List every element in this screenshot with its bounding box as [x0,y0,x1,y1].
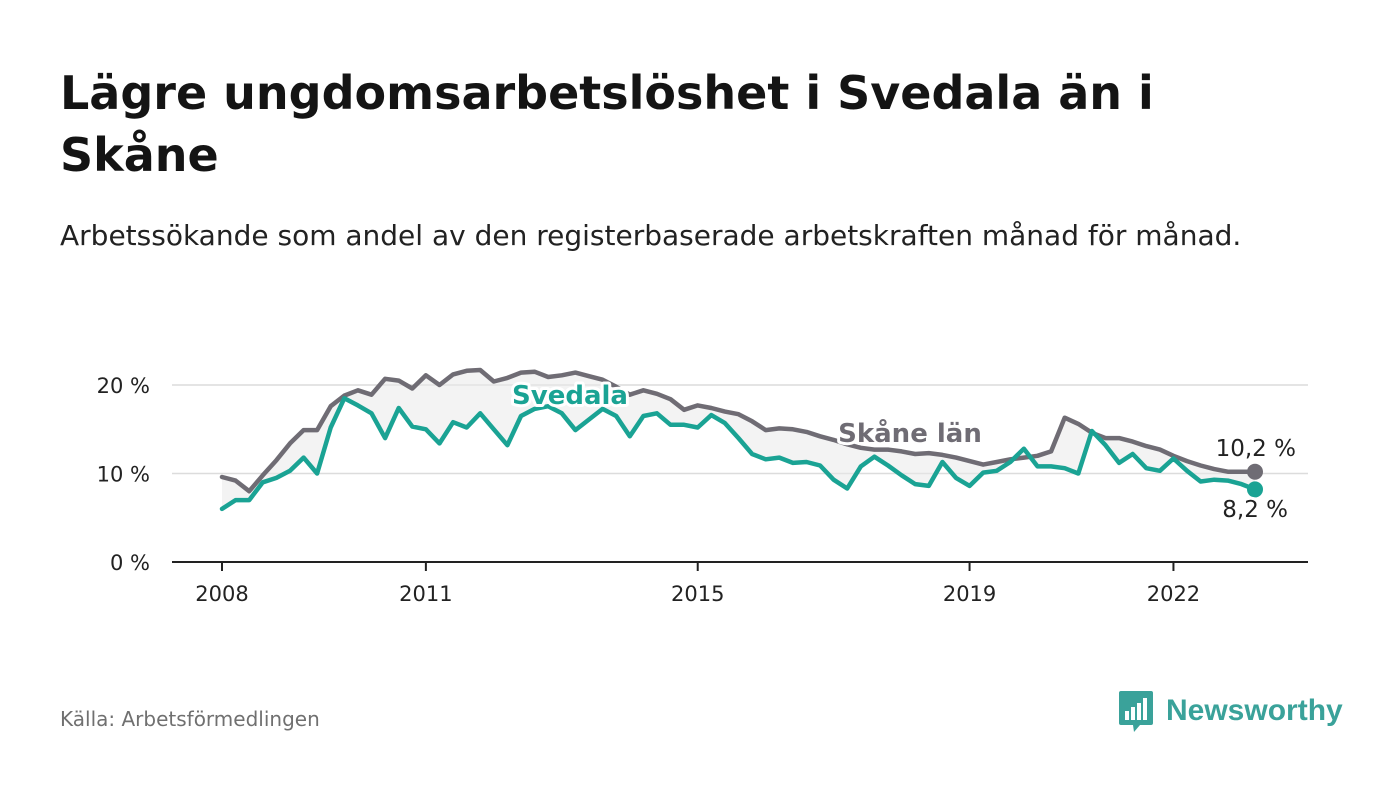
newsworthy-logo-icon [1119,691,1153,732]
series-lines [219,367,1263,512]
y-tick-label: 0 % [110,551,150,575]
skane-lan-line-end-marker [1247,463,1263,480]
line-chart: 0 %10 %20 %2008 2011 2015 2019 2022 SvedalaS… [97,367,1308,606]
series-labels: Svedala Skåne län 10,2 % 8,2 % [509,378,1299,526]
svedala-end-value-label: 8,2 % [1222,497,1288,523]
x-tick-label: 2019 [943,582,996,606]
skane-lan-series-label: Skåne län [838,417,982,449]
difference-band [222,370,1255,509]
skane-end-value-label: 10,2 % [1216,436,1296,462]
x-tick-label: 2015 [671,582,724,606]
svedala-line-end-marker [1247,481,1263,498]
x-tick-label: 2022 [1147,582,1200,606]
brand-logo[interactable]: Newsworthy [1118,688,1343,734]
chart-subtitle: Arbetssökande som andel av den registerb… [60,219,1242,252]
x-tick-label: 2008 [195,582,248,606]
svedala-series-label: Svedala [512,381,628,411]
y-tick-label: 10 % [97,463,150,487]
difference-area [222,370,1255,509]
chart-title: Lägre ungdomsarbetslöshet i Svedala än i… [60,66,1154,182]
x-tick-label: 2011 [399,582,452,606]
axes: 0 % 10 % 20 % 2008 2011 2015 2019 2022 [97,374,1308,606]
source-note: Källa: Arbetsförmedlingen [60,707,320,731]
gridlines [172,384,1308,475]
brand-name: Newsworthy [1166,694,1343,727]
y-tick-label: 20 % [97,374,150,398]
